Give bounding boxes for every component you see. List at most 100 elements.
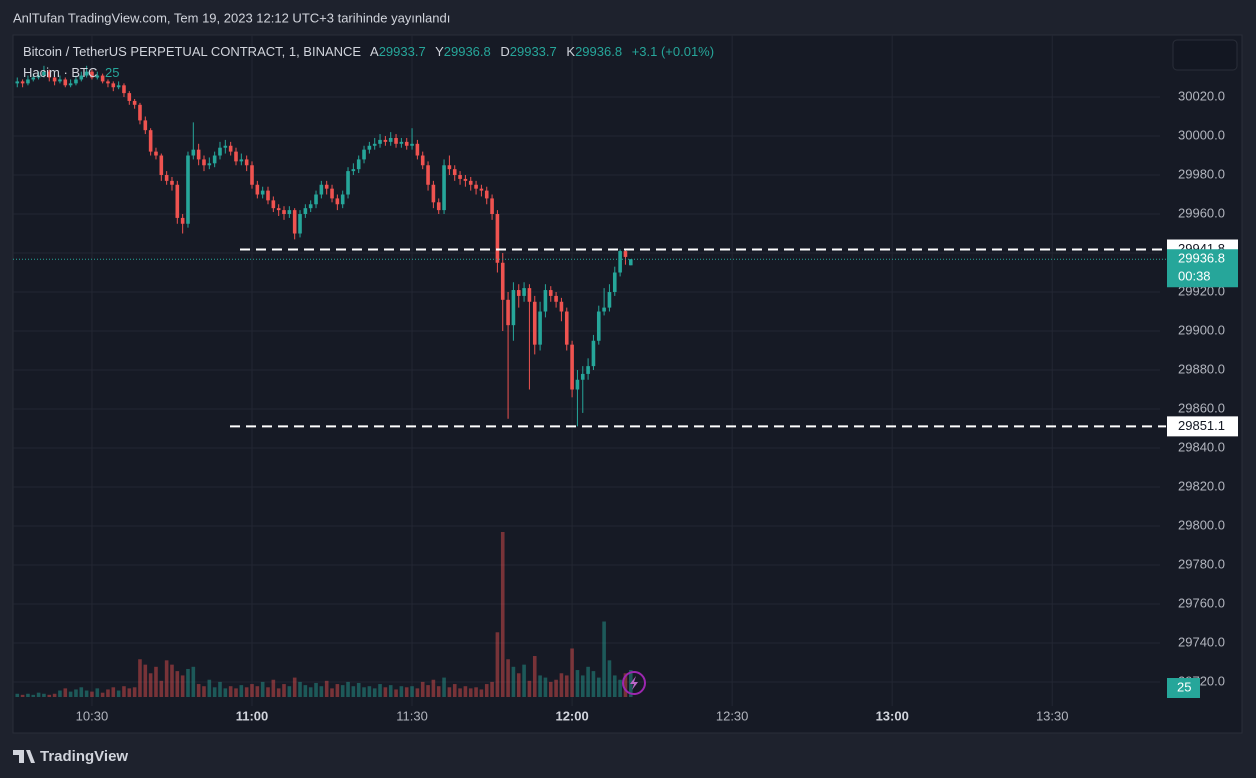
volume-bar <box>244 687 249 697</box>
candle-body <box>522 288 526 296</box>
volume-bar <box>378 684 382 697</box>
volume-bar <box>474 687 478 697</box>
published-line: AnlTufan TradingView.com, Tem 19, 2023 1… <box>13 10 450 25</box>
candle-body <box>36 75 41 78</box>
candle-body <box>580 373 585 380</box>
volume-bar <box>42 693 46 697</box>
volume-bar <box>292 677 297 697</box>
volume-bar <box>31 694 36 697</box>
candle-body <box>244 159 249 166</box>
volume-bar <box>394 689 398 697</box>
candle-body <box>68 83 73 86</box>
volume-bar <box>506 659 510 697</box>
volume-bar <box>223 688 228 697</box>
y-tick-label: 29880.0 <box>1178 361 1225 376</box>
candle-body <box>122 85 126 94</box>
candle-body <box>271 200 276 209</box>
volume-bar <box>570 648 574 697</box>
candle-body <box>527 288 532 302</box>
candle-body <box>314 194 318 205</box>
candle-body <box>570 344 574 390</box>
x-tick-label: 10:30 <box>76 708 109 723</box>
volume-bar <box>250 684 254 697</box>
candle-body <box>538 311 542 345</box>
volume-bar <box>26 693 30 697</box>
volume-bar <box>490 681 494 697</box>
candle-body <box>586 366 590 374</box>
volume-bar <box>106 689 110 697</box>
candle-body <box>442 165 446 211</box>
volume-bar <box>404 687 409 697</box>
candle-body <box>282 210 286 215</box>
candle-body <box>356 159 361 170</box>
candle-body <box>564 311 569 345</box>
x-tick-label: 13:00 <box>876 708 909 723</box>
volume-bar <box>74 689 78 697</box>
candle-body <box>468 180 473 185</box>
candle-body <box>426 165 430 185</box>
candle-body <box>436 202 441 211</box>
candle-body <box>628 259 633 266</box>
candle-body <box>452 169 457 176</box>
y-tick-label: 29760.0 <box>1178 595 1225 610</box>
y-tick-label: 29740.0 <box>1178 634 1225 649</box>
volume-bar <box>522 664 526 697</box>
volume-bar <box>324 680 329 697</box>
candle-body <box>479 188 484 191</box>
candle-body <box>351 169 356 172</box>
lightning-icon[interactable] <box>622 671 646 695</box>
volume-bar <box>180 675 185 697</box>
volume-bar <box>111 687 116 697</box>
candle-body <box>298 214 302 234</box>
candle-body <box>159 155 164 176</box>
volume-bar <box>415 688 420 697</box>
candle-body <box>207 163 212 166</box>
volume-bar <box>500 532 505 697</box>
candle-body <box>239 159 244 162</box>
candle-body <box>410 143 414 146</box>
volume-bar <box>287 686 292 697</box>
volume-bar <box>554 679 558 697</box>
low-label: D <box>500 44 509 59</box>
volume-value: 25 <box>105 65 119 80</box>
candle-body <box>303 208 308 215</box>
grid <box>13 35 1160 706</box>
volume-bar <box>228 686 233 697</box>
level-box <box>1167 416 1238 437</box>
candle-body <box>308 204 313 209</box>
candle-body <box>394 137 398 144</box>
volume-bar <box>36 692 41 697</box>
candle-body <box>602 307 606 312</box>
volume-bar <box>95 688 100 697</box>
candle-body <box>420 155 425 166</box>
volume-bar <box>351 686 356 697</box>
candle-body <box>575 379 580 390</box>
volume-bar <box>143 664 148 697</box>
candle-body <box>490 198 494 215</box>
candle-body <box>31 77 36 80</box>
volume-bar <box>84 690 89 697</box>
volume-bar <box>20 694 25 697</box>
candle-body <box>90 71 94 78</box>
close-label: K <box>566 44 575 59</box>
volume-bar <box>191 666 196 697</box>
volume-bar <box>148 673 153 697</box>
volume-bar <box>276 688 281 697</box>
volume-bar <box>356 682 361 697</box>
volume-bar <box>335 684 340 697</box>
candle-body <box>618 251 622 273</box>
candle-body <box>554 295 558 302</box>
toolbar-button[interactable] <box>1172 39 1238 71</box>
volume-bar <box>447 687 452 697</box>
volume-bar <box>618 679 622 697</box>
candle-body <box>138 104 142 121</box>
volume-bar <box>164 660 169 697</box>
candle-body <box>20 81 25 84</box>
volume-bar <box>116 690 121 697</box>
candle-body <box>415 143 420 156</box>
volume-bar <box>420 681 425 697</box>
volume-bar <box>186 668 190 697</box>
current-price-box <box>1167 249 1238 288</box>
x-tick-label: 11:30 <box>396 708 428 723</box>
